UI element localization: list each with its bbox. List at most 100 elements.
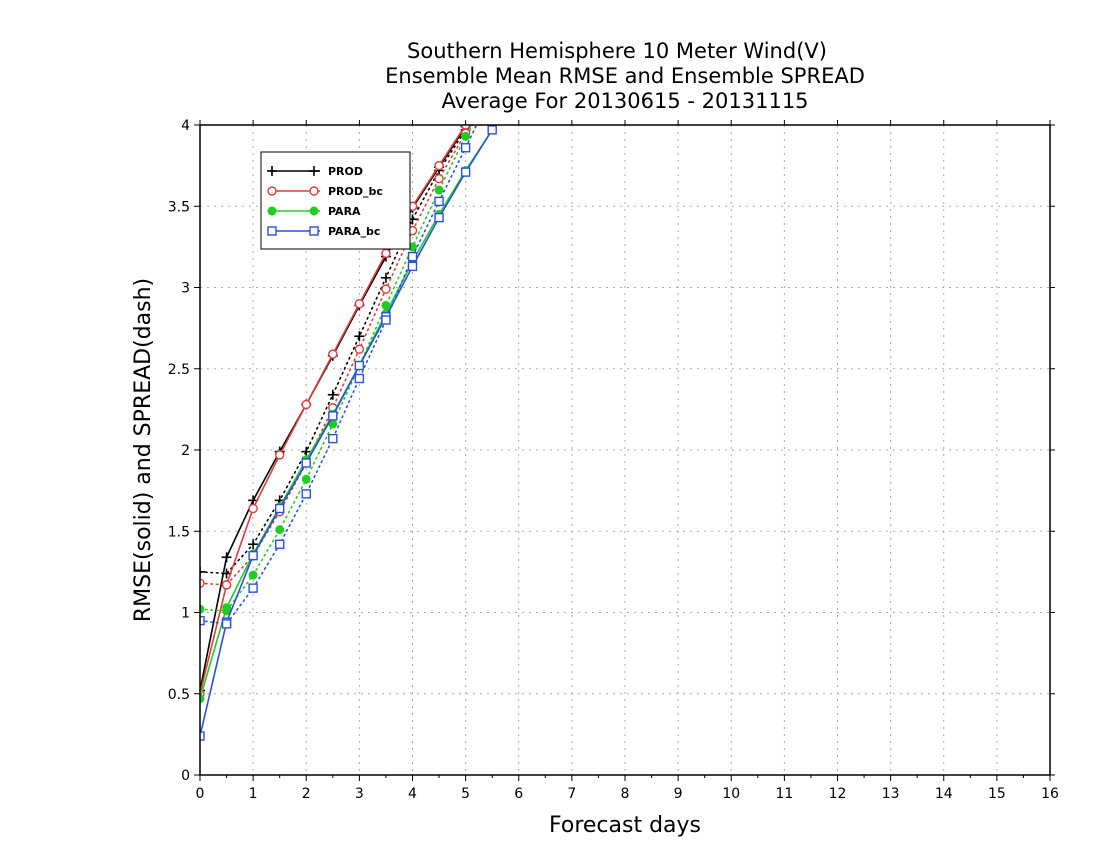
point-rmse-para-bc [248,550,258,561]
x-tick-label: 6 [514,786,523,802]
point-spread-para [275,525,285,535]
point-rmse-prod-bc [274,450,285,460]
series-line-spread-para-bc [200,125,478,625]
point-rmse-prod-bc [301,399,311,410]
y-tick-label: 3 [181,281,190,297]
point-rmse-para [200,694,205,704]
point-spread-prod-bc [354,344,365,354]
x-tick-label: 12 [829,786,847,802]
point-spread-para [200,604,205,614]
series-line-rmse-prod-bc [200,125,467,694]
point-rmse-para-bc [274,503,285,514]
point-spread-para-bc [221,619,232,629]
point-rmse-prod-bc [434,160,444,171]
legend-label-para-bc: PARA_bc [328,225,380,238]
legend-marker-left-para [267,206,277,216]
series-line-spread-prod-bc [200,125,472,586]
x-tick-label: 5 [461,786,470,802]
legend: PROD PROD_bc PARA PARA_bc [260,151,411,250]
x-tick-label: 13 [882,786,900,802]
x-axis-label: Forecast days [549,813,701,838]
y-axis-label: RMSE(solid) and SPREAD(dash) [131,278,156,622]
point-spread-prod [200,566,205,577]
chart-title-line-2: Ensemble Mean RMSE and Ensemble SPREAD [385,64,865,88]
point-spread-prod-bc [200,578,205,588]
x-tick-label: 0 [196,786,205,802]
point-spread-para [381,300,391,310]
point-spread-prod [301,446,312,457]
y-tick-label: 2.5 [168,362,190,378]
point-rmse-para-bc [200,731,205,741]
point-spread-para-bc [381,315,391,325]
x-tick-label: 7 [567,786,576,802]
x-tick-label: 8 [621,786,630,802]
point-spread-para [301,474,311,484]
y-tick-label: 1.5 [168,524,190,540]
legend-marker-left-prod-bc [267,186,277,196]
point-spread-para-bc [328,433,338,444]
legend-marker-right-prod-bc [309,186,319,196]
x-tick-label: 11 [775,786,793,802]
point-spread-prod [380,272,391,283]
point-spread-prod-bc [381,284,391,294]
x-tick-label: 3 [355,786,364,802]
x-tick-label: 9 [674,786,683,802]
y-tick-label: 1 [181,606,190,622]
series-line-spread-para [200,125,474,612]
x-tick-label: 1 [249,786,258,802]
x-tick-label: 15 [988,786,1006,802]
legend-box [260,151,411,250]
point-rmse-prod-bc [381,248,391,259]
series-layer [200,125,497,741]
legend-marker-right-prod [309,166,319,176]
x-tick-label: 2 [302,786,311,802]
legend-label-prod: PROD [328,165,363,178]
chart-title-line-3: Average For 20130615 - 20131115 [441,89,808,113]
y-tick-label: 2 [181,443,190,459]
point-spread-para-bc [460,143,471,153]
point-spread-para-bc [301,489,311,499]
point-spread-para-bc [274,539,285,549]
y-tick-label: 0 [181,768,190,784]
point-spread-prod [248,539,259,550]
point-rmse-para-bc [487,125,497,135]
point-spread-para-bc [200,615,205,626]
point-spread-para [434,185,444,195]
point-rmse-para-bc [407,261,418,272]
legend-label-para: PARA [328,205,361,218]
legend-marker-right-para [309,206,319,216]
point-spread-para-bc [407,251,418,262]
point-rmse-prod-bc [328,349,338,359]
legend-marker-left-prod [267,166,277,176]
point-rmse-para-bc [354,360,365,371]
point-rmse-prod-bc [354,299,365,309]
point-spread-prod [354,331,365,342]
point-spread-prod-bc [434,173,444,184]
y-axis-ticks: 0 0.5 1 1.5 2 2.5 3 3.5 4 [168,118,1055,784]
x-tick-label: 4 [408,786,417,802]
point-spread-para [248,570,258,580]
point-rmse-para-bc [460,167,471,177]
point-spread-para-bc [248,583,258,593]
legend-label-prod-bc: PROD_bc [328,185,383,198]
chart-title-line-1: Southern Hemisphere 10 Meter Wind(V) [407,39,827,63]
x-tick-label: 14 [935,786,953,802]
point-rmse-para-bc [328,411,338,421]
point-spread-prod [327,389,338,400]
point-spread-para-bc [434,196,444,207]
y-tick-label: 3.5 [168,199,190,215]
point-spread-para [461,131,471,141]
y-tick-label: 4 [181,118,190,134]
series-line-rmse-para-bc [200,129,493,737]
x-tick-label: 10 [722,786,740,802]
legend-marker-right-para-bc [309,226,319,236]
point-rmse-prod-bc [248,503,258,514]
x-tick-label: 16 [1041,786,1059,802]
point-spread-prod-bc [221,580,232,590]
x-axis-ticks: 0 1 2 3 4 5 6 7 8 9 10 11 12 13 14 15 16 [196,120,1059,802]
point-spread-para-bc [354,373,365,384]
point-rmse-prod [221,552,232,563]
point-rmse-para-bc [301,458,311,468]
y-tick-label: 0.5 [168,687,190,703]
